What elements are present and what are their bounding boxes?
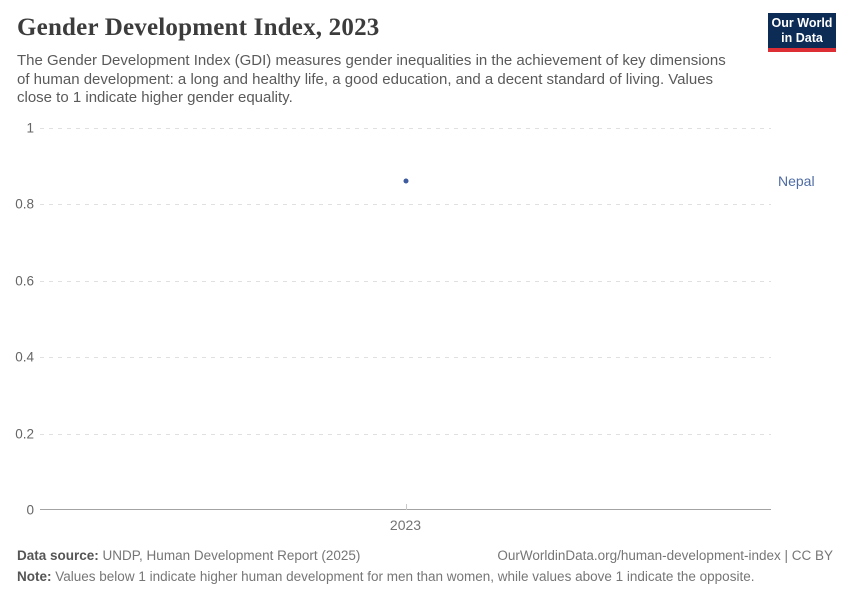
y-axis-tick-label: 0 [26,502,34,518]
y-axis-tick-label: 0.2 [15,426,34,442]
gridline [40,204,771,206]
data-source-value: UNDP, Human Development Report (2025) [102,548,361,563]
footer-note-line: Note: Values below 1 indicate higher hum… [17,569,833,584]
data-source-text: Data source: UNDP, Human Development Rep… [17,548,360,563]
gridline [40,433,771,435]
owid-logo[interactable]: Our World in Data [768,13,836,52]
x-axis-tick-label: 2023 [389,517,422,533]
note-text: Values below 1 indicate higher human dev… [55,569,755,584]
y-axis-tick-label: 0.8 [15,196,34,212]
gridline [40,357,771,359]
y-axis-tick-label: 0.4 [15,349,34,365]
chart-subtitle: The Gender Development Index (GDI) measu… [17,52,726,106]
gridline [40,128,771,129]
x-axis-tick-mark [405,504,407,510]
gridline [40,280,771,282]
owid-logo-line2: in Data [781,30,823,45]
owid-logo-line1: Our World [771,15,833,30]
owid-url-credit: OurWorldinData.org/human-development-ind… [497,548,833,563]
y-axis-tick-label: 1 [26,120,34,136]
y-axis-tick-label: 0.6 [15,273,34,289]
chart-plot-area: 1 0.8 0.6 0.4 0.2 0 2023 Nepal [15,121,814,534]
data-source-label: Data source: [17,548,99,563]
entity-label: Nepal [778,173,815,190]
note-label: Note: [17,569,52,584]
data-point [403,178,408,184]
footer-source-line: Data source: UNDP, Human Development Rep… [17,548,833,563]
page-title: Gender Development Index, 2023 [17,14,380,41]
